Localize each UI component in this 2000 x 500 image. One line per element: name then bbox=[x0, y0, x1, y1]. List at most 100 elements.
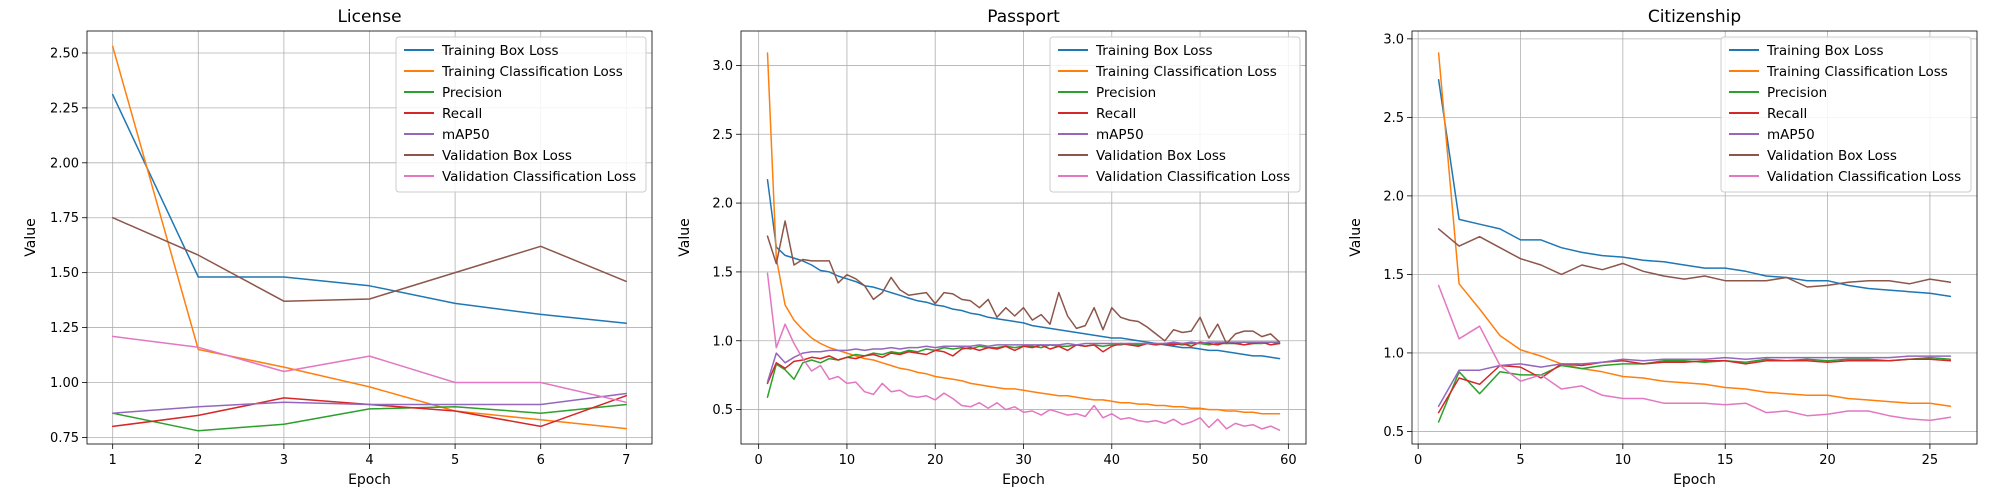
chart-panel-0: 1 2 3 4 5 6 7 0.75 1.00 1.25 1.50 1.75 2.00 2.25 2.50 L… bbox=[23, 7, 653, 488]
series-line-4 bbox=[1437, 355, 1952, 408]
legend-label: Validation Classification Loss bbox=[1096, 169, 1290, 185]
legend-label: Precision bbox=[1096, 85, 1156, 101]
legend-label: Training Classification Loss bbox=[1766, 64, 1948, 80]
x-tick-label: 60 bbox=[1280, 453, 1297, 468]
x-tick-label: 40 bbox=[1104, 453, 1121, 468]
legend-label: Training Box Loss bbox=[441, 43, 559, 59]
x-tick-label: 0 bbox=[1414, 453, 1422, 468]
legend-box bbox=[1720, 36, 1972, 193]
series-line-3 bbox=[1437, 358, 1952, 414]
legend: Training Box Loss Training Classification… bbox=[395, 36, 647, 193]
y-tick-label: 2.25 bbox=[50, 101, 79, 116]
series-line-6 bbox=[1437, 284, 1952, 422]
x-tick-label: 15 bbox=[1717, 453, 1734, 468]
y-tick-label: 2.5 bbox=[1383, 111, 1404, 126]
legend-label: mAP50 bbox=[1767, 127, 1815, 143]
x-tick-label: 10 bbox=[1615, 453, 1632, 468]
legend-label: Training Box Loss bbox=[1095, 43, 1213, 59]
y-tick-label: 1.0 bbox=[712, 334, 733, 349]
series-line-6 bbox=[111, 335, 628, 404]
y-tick-label: 2.00 bbox=[50, 156, 79, 171]
legend-box bbox=[395, 36, 647, 193]
series-line-5 bbox=[1437, 228, 1952, 288]
y-tick-label: 0.75 bbox=[50, 431, 79, 446]
x-axis-label: Epoch bbox=[1673, 472, 1716, 488]
legend-label: mAP50 bbox=[442, 127, 490, 143]
x-tick-label: 30 bbox=[1015, 453, 1032, 468]
legend-label: Validation Box Loss bbox=[1096, 148, 1226, 164]
series-group bbox=[111, 45, 628, 432]
y-tick-label: 1.00 bbox=[50, 376, 79, 391]
legend-label: mAP50 bbox=[1096, 127, 1144, 143]
chart-panel-2: 0 5 10 15 20 25 0.5 1.0 1.5 2.0 2.5 3.0 Citizenship E… bbox=[1348, 7, 1978, 488]
y-tick-label: 1.75 bbox=[50, 211, 79, 226]
x-tick-label: 20 bbox=[1819, 453, 1836, 468]
legend: Training Box Loss Training Classification… bbox=[1720, 36, 1972, 193]
y-tick-label: 2.50 bbox=[50, 46, 79, 61]
x-tick-label: 50 bbox=[1192, 453, 1209, 468]
chart-title: Citizenship bbox=[1648, 7, 1741, 27]
y-tick-label: 3.0 bbox=[1383, 32, 1404, 47]
legend: Training Box Loss Training Classification… bbox=[1049, 36, 1301, 193]
series-line-4 bbox=[766, 341, 1281, 383]
x-tick-label: 6 bbox=[537, 453, 545, 468]
series-line-2 bbox=[111, 403, 628, 432]
legend-box bbox=[1049, 36, 1301, 193]
legend-label: Training Classification Loss bbox=[1095, 64, 1277, 80]
series-line-5 bbox=[766, 220, 1281, 345]
x-tick-label: 2 bbox=[194, 453, 202, 468]
plot-frame bbox=[1411, 30, 1978, 445]
chart-title: Passport bbox=[987, 7, 1060, 27]
y-tick-label: 3.0 bbox=[712, 59, 733, 74]
x-tick-label: 5 bbox=[451, 453, 459, 468]
legend-label: Training Box Loss bbox=[1766, 43, 1884, 59]
y-tick-label: 1.25 bbox=[50, 321, 79, 336]
y-tick-label: 2.0 bbox=[1383, 189, 1404, 204]
x-tick-label: 10 bbox=[839, 453, 856, 468]
series-line-0 bbox=[1437, 78, 1952, 298]
x-tick-label: 5 bbox=[1516, 453, 1524, 468]
x-tick-label: 1 bbox=[109, 453, 117, 468]
legend-label: Validation Box Loss bbox=[1767, 148, 1897, 164]
legend-label: Recall bbox=[1096, 106, 1136, 122]
legend-label: Precision bbox=[1767, 85, 1827, 101]
series-line-4 bbox=[111, 392, 628, 414]
y-axis-label: Value bbox=[677, 218, 693, 256]
x-tick-label: 0 bbox=[755, 453, 763, 468]
x-tick-label: 7 bbox=[622, 453, 630, 468]
series-group bbox=[1437, 52, 1952, 423]
chart-panel-1: 0 10 20 30 40 50 60 0.5 1.0 1.5 2.0 2.5 3.0 Passport E… bbox=[677, 7, 1307, 488]
y-tick-label: 1.5 bbox=[712, 265, 733, 280]
x-tick-label: 3 bbox=[280, 453, 288, 468]
legend-label: Recall bbox=[1767, 106, 1807, 122]
series-group bbox=[766, 52, 1281, 431]
series-line-0 bbox=[111, 93, 628, 324]
y-tick-label: 2.0 bbox=[712, 197, 733, 212]
legend-label: Validation Box Loss bbox=[442, 148, 572, 164]
y-tick-label: 2.5 bbox=[712, 128, 733, 143]
y-tick-label: 0.5 bbox=[1383, 425, 1404, 440]
series-line-1 bbox=[111, 45, 628, 430]
y-axis-label: Value bbox=[1348, 218, 1364, 256]
y-tick-label: 1.50 bbox=[50, 266, 79, 281]
legend-label: Precision bbox=[442, 85, 502, 101]
series-line-3 bbox=[766, 341, 1281, 385]
legend-label: Recall bbox=[442, 106, 482, 122]
legend-label: Validation Classification Loss bbox=[442, 169, 636, 185]
series-line-5 bbox=[111, 216, 628, 302]
x-tick-label: 25 bbox=[1922, 453, 1939, 468]
y-tick-label: 1.0 bbox=[1383, 346, 1404, 361]
legend-label: Validation Classification Loss bbox=[1767, 169, 1961, 185]
y-axis-label: Value bbox=[23, 218, 39, 256]
x-axis-label: Epoch bbox=[348, 472, 391, 488]
x-tick-label: 20 bbox=[927, 453, 944, 468]
legend-label: Training Classification Loss bbox=[441, 64, 623, 80]
y-tick-label: 0.5 bbox=[712, 403, 733, 418]
chart-title: License bbox=[337, 7, 401, 27]
series-line-1 bbox=[1437, 52, 1952, 408]
series-line-6 bbox=[766, 272, 1281, 431]
x-axis-label: Epoch bbox=[1002, 472, 1045, 488]
series-line-0 bbox=[766, 178, 1281, 360]
x-tick-label: 4 bbox=[365, 453, 373, 468]
